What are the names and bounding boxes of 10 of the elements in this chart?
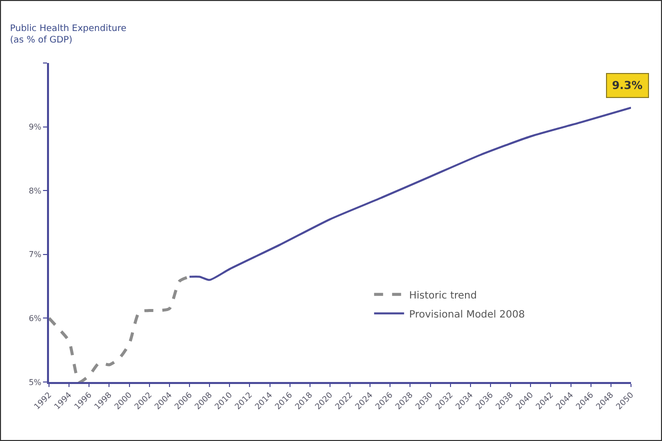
y-tick-label: 9% [28, 122, 42, 132]
y-tick-label: 5% [28, 378, 42, 387]
y-tick-label: 6% [28, 314, 42, 323]
legend-label: Provisional Model 2008 [409, 309, 525, 320]
y-tick-label: 8% [28, 186, 42, 196]
annotation: 9.3% [612, 79, 643, 92]
legend-label: Historic trend [409, 290, 477, 302]
y-tick-label: 7% [28, 250, 42, 260]
chart-title: Public Health Expenditure (as % of GDP) [10, 24, 127, 46]
line-series [188, 106, 631, 281]
